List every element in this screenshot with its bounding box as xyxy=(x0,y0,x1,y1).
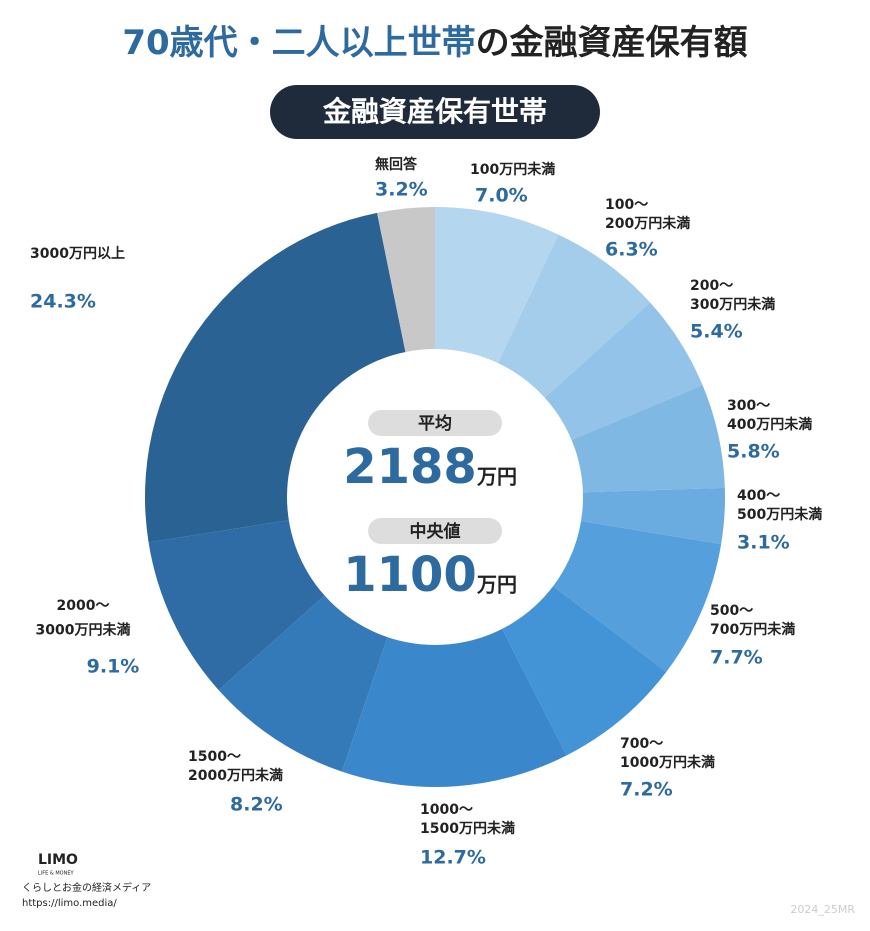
category-line: 無回答 xyxy=(375,156,418,173)
title-part: の金融資産保有額 xyxy=(476,23,748,63)
value-label: 6.3% xyxy=(605,239,658,261)
value-label: 3.2% xyxy=(375,179,428,201)
category-label: 3000万円以上 xyxy=(30,246,125,262)
category-line: 700～ xyxy=(620,736,663,752)
value-label: 3.1% xyxy=(737,532,790,554)
category-line: 700万円未満 xyxy=(710,621,795,638)
category-line: 400～ xyxy=(737,488,780,504)
category-line: 1500万円未満 xyxy=(420,820,515,837)
mean-unit: 万円 xyxy=(476,465,517,489)
category-line: 3000万円以上 xyxy=(30,246,125,262)
median-value: 1100 xyxy=(343,547,477,603)
category-label: 400～ 500万円未満 xyxy=(737,488,822,523)
donut-hole xyxy=(287,349,583,645)
category-label: 1500～ 2000万円未満 xyxy=(188,749,283,784)
category-line: 100～ xyxy=(605,197,648,213)
title-part: 70歳代・二人以上世帯 xyxy=(122,23,475,63)
category-label: 無回答 xyxy=(375,156,418,173)
median-label: 中央値 xyxy=(410,521,461,542)
subtitle: 金融資産保有世帯 xyxy=(322,95,547,128)
brand-sub: LIFE & MONEY xyxy=(38,871,75,877)
value-label: 7.2% xyxy=(620,779,673,801)
category-label: 500～ 700万円未満 xyxy=(710,603,795,638)
code: 2024_25MR xyxy=(790,903,855,916)
category-line: 100万円未満 xyxy=(470,161,555,178)
value-label: 5.8% xyxy=(727,441,780,463)
category-line: 2000万円未満 xyxy=(188,767,283,784)
category-label: 100万円未満 xyxy=(470,161,555,178)
category-label: 1000～ 1500万円未満 xyxy=(420,802,515,837)
value-label: 7.0% xyxy=(475,185,528,207)
category-label: 700～ 1000万円未満 xyxy=(620,736,715,771)
chart-title: 70歳代・二人以上世帯の金融資産保有額 xyxy=(122,23,747,63)
category-label: 300～ 400万円未満 xyxy=(727,398,812,433)
mean-label: 平均 xyxy=(418,413,452,434)
category-line: 1500～ xyxy=(188,749,241,765)
subtitle-pill xyxy=(270,85,600,139)
category-line: 3000万円未満 xyxy=(36,621,131,638)
category-line: 200万円未満 xyxy=(605,215,690,232)
brand: LIMO xyxy=(38,852,78,868)
category-line: 2000～ xyxy=(57,598,110,614)
category-line: 300万円未満 xyxy=(690,296,775,313)
value-label: 12.7% xyxy=(420,847,486,869)
value-label: 9.1% xyxy=(87,656,140,678)
label-pill xyxy=(368,518,502,544)
value-label: 8.2% xyxy=(230,794,283,816)
category-label: 100～ 200万円未満 xyxy=(605,197,690,232)
value-label: 7.7% xyxy=(710,647,763,669)
url: https://limo.media/ xyxy=(22,898,117,909)
label-pill xyxy=(368,410,502,436)
median-unit: 万円 xyxy=(476,573,517,597)
category-line: 500万円未満 xyxy=(737,506,822,523)
category-label: 200～ 300万円未満 xyxy=(690,278,775,313)
category-label: 2000～ 3000万円未満 xyxy=(36,598,131,638)
mean-value: 2188 xyxy=(343,439,477,495)
category-line: 400万円未満 xyxy=(727,416,812,433)
category-line: 500～ xyxy=(710,603,753,619)
tagline: くらしとお金の経済メディア xyxy=(22,881,151,894)
value-label: 5.4% xyxy=(690,321,743,343)
category-line: 200～ xyxy=(690,278,733,294)
category-line: 1000万円未満 xyxy=(620,754,715,771)
category-line: 300～ xyxy=(727,398,770,414)
category-line: 1000～ xyxy=(420,802,473,818)
value-label: 24.3% xyxy=(30,291,96,313)
